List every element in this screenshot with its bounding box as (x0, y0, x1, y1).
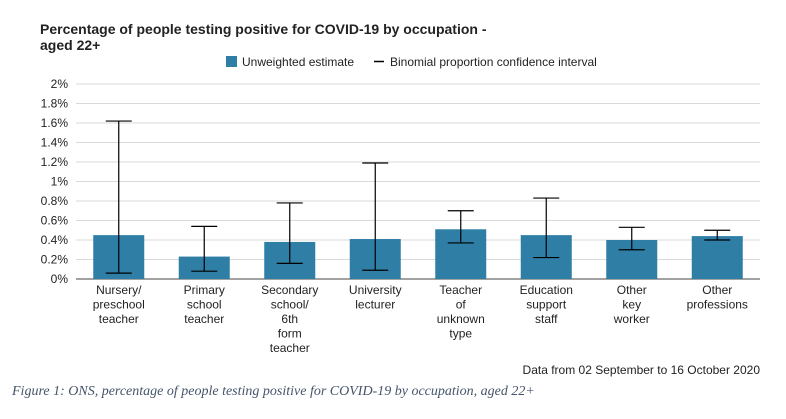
legend-label-estimate: Unweighted estimate (242, 55, 354, 69)
source-note: Data from 02 September to 16 October 202… (522, 363, 760, 377)
bar (691, 236, 743, 279)
error-bar (191, 225, 218, 272)
y-tick-label: 1.4% (41, 136, 69, 150)
y-tick-label: 1.8% (41, 97, 69, 111)
legend: Unweighted estimate Binomial proportion c… (226, 55, 597, 69)
x-axis: Nursery/preschool teacher Primary school tea… (93, 283, 748, 355)
figure-caption: Figure 1: ONS, percentage of people test… (12, 384, 535, 399)
y-tick-label: 0% (51, 272, 69, 286)
error-bar (704, 229, 731, 241)
error-bar (362, 162, 389, 271)
error-bar (276, 202, 303, 264)
error-bars (105, 120, 731, 274)
x-category-label: Secondary school/6th form teacher (261, 283, 318, 355)
error-bar (447, 210, 474, 244)
legend-label-confidence-interval: Binomial proportion confidence interval (390, 55, 597, 69)
x-category-label: Education support staff (520, 283, 573, 326)
chart-title: Percentage of people testing positive fo… (40, 21, 487, 53)
y-tick-label: 2% (51, 77, 69, 91)
error-bar (533, 197, 560, 259)
y-tick-label: 0.4% (41, 233, 69, 247)
x-category-label: Nursery/preschool teacher (93, 283, 145, 326)
x-category-label: University lecturer (349, 283, 402, 312)
y-tick-label: 0.8% (41, 194, 69, 208)
y-tick-label: 0.2% (41, 253, 69, 267)
x-category-label: Other professions (687, 283, 748, 312)
y-axis: 0% 0.2% 0.4% 0.6% 0.8% 1% 1.2% 1.4% 1.6% 1.8% 2% (41, 77, 69, 286)
error-bar (618, 226, 645, 251)
y-tick-label: 1.2% (41, 155, 69, 169)
bars (93, 229, 743, 279)
gridlines (76, 83, 760, 280)
y-tick-label: 1.6% (41, 116, 69, 130)
legend-swatch-estimate (226, 56, 237, 67)
x-category-label: Primary school teacher (184, 283, 225, 326)
y-tick-label: 1% (51, 175, 69, 189)
error-bar (105, 120, 132, 274)
y-tick-label: 0.6% (41, 214, 69, 228)
x-category-label: Other key worker (613, 283, 650, 326)
x-category-label: Teacher of unknown type (437, 283, 485, 341)
